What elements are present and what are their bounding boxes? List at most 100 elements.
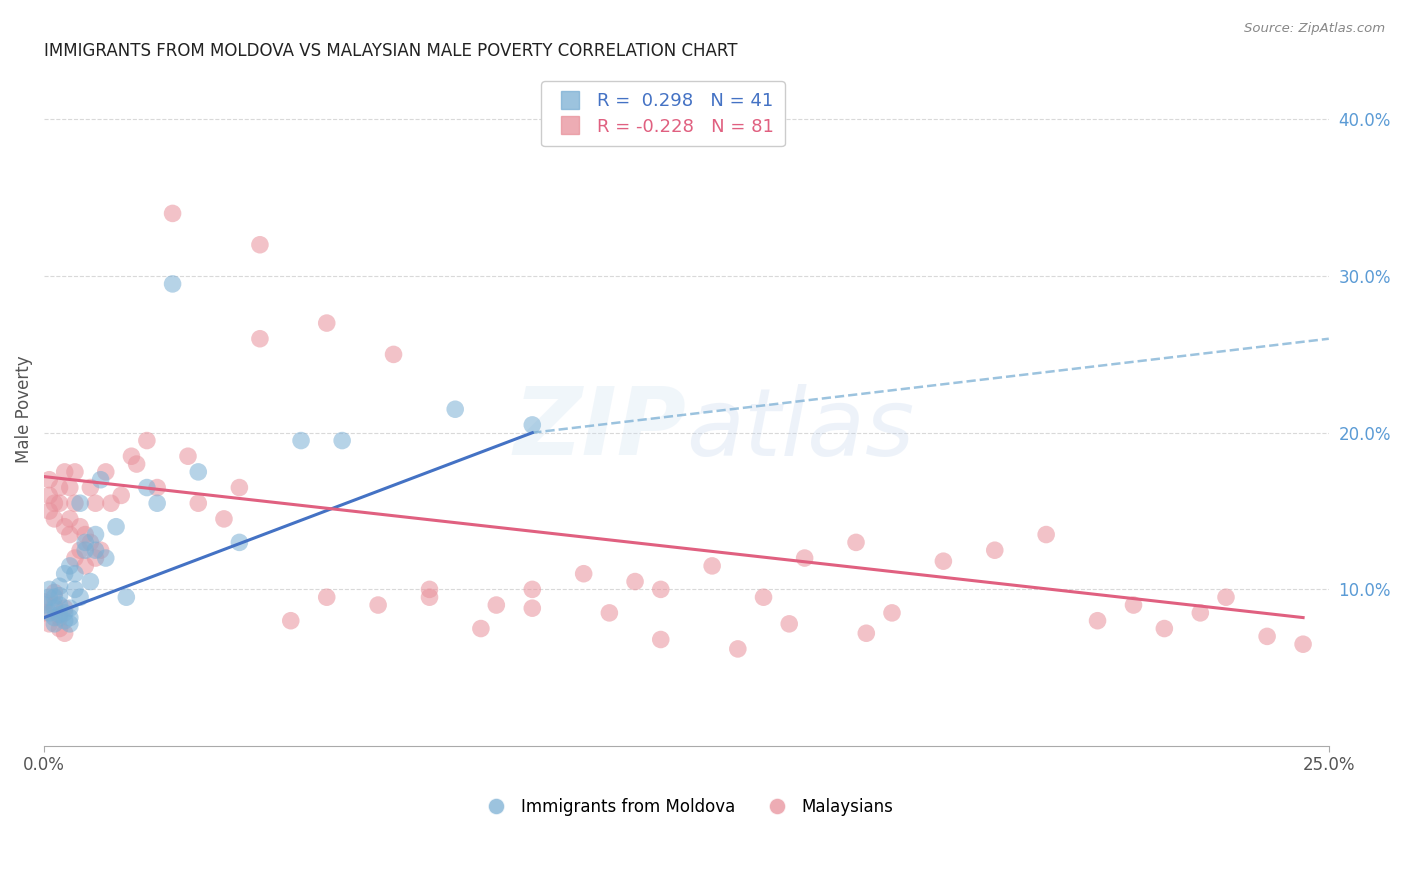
Point [485, 598, 508, 612]
Point [1153, 622, 1175, 636]
Point [121, 449, 143, 463]
Text: ZIP: ZIP [513, 384, 686, 475]
Point [59, 601, 82, 615]
Point [44, 598, 66, 612]
Point [90, 473, 112, 487]
Point [59, 558, 82, 573]
Point [38, 504, 60, 518]
Point [79, 481, 101, 495]
Point [53, 519, 76, 533]
Point [69, 591, 91, 605]
Point [38, 591, 60, 605]
Point [48, 610, 70, 624]
Point [105, 519, 128, 533]
Point [48, 607, 70, 622]
Point [700, 558, 723, 573]
Point [44, 610, 66, 624]
Point [1189, 606, 1212, 620]
Point [752, 591, 775, 605]
Text: IMMIGRANTS FROM MOLDOVA VS MALAYSIAN MALE POVERTY CORRELATION CHART: IMMIGRANTS FROM MOLDOVA VS MALAYSIAN MAL… [44, 42, 738, 60]
Point [53, 465, 76, 479]
Point [53, 606, 76, 620]
Point [778, 616, 800, 631]
Point [382, 347, 405, 361]
Point [53, 566, 76, 581]
Point [38, 582, 60, 597]
Point [650, 582, 672, 597]
Point [84, 527, 107, 541]
Point [44, 616, 66, 631]
Point [59, 527, 82, 541]
Point [48, 496, 70, 510]
Point [44, 591, 66, 605]
Point [63, 496, 86, 510]
Point [727, 641, 749, 656]
Point [32, 595, 55, 609]
Point [110, 488, 132, 502]
Point [187, 465, 209, 479]
Point [1256, 629, 1278, 643]
Point [470, 622, 492, 636]
Text: atlas: atlas [686, 384, 915, 475]
Y-axis label: Male Poverty: Male Poverty [15, 355, 32, 463]
Point [79, 535, 101, 549]
Point [38, 488, 60, 502]
Legend: Immigrants from Moldova, Malaysians: Immigrants from Moldova, Malaysians [472, 791, 900, 822]
Point [212, 512, 235, 526]
Point [280, 614, 302, 628]
Point [75, 527, 97, 541]
Text: Source: ZipAtlas.com: Source: ZipAtlas.com [1244, 22, 1385, 36]
Point [79, 574, 101, 589]
Point [162, 277, 184, 291]
Point [53, 614, 76, 628]
Point [228, 481, 250, 495]
Point [1215, 591, 1237, 605]
Point [855, 626, 877, 640]
Point [1035, 527, 1057, 541]
Point [146, 481, 169, 495]
Point [48, 481, 70, 495]
Point [48, 598, 70, 612]
Point [48, 589, 70, 603]
Point [125, 457, 148, 471]
Point [1122, 598, 1144, 612]
Point [63, 465, 86, 479]
Point [94, 551, 117, 566]
Point [522, 417, 544, 432]
Point [63, 582, 86, 597]
Point [63, 551, 86, 566]
Point [228, 535, 250, 549]
Point [53, 626, 76, 640]
Point [444, 402, 467, 417]
Point [249, 237, 271, 252]
Point [84, 551, 107, 566]
Point [48, 622, 70, 636]
Point [75, 535, 97, 549]
Point [75, 543, 97, 558]
Point [38, 616, 60, 631]
Point [418, 582, 440, 597]
Point [59, 616, 82, 631]
Point [624, 574, 647, 589]
Point [162, 206, 184, 220]
Point [53, 601, 76, 615]
Point [1292, 637, 1315, 651]
Point [115, 591, 138, 605]
Point [187, 496, 209, 510]
Point [84, 496, 107, 510]
Point [69, 519, 91, 533]
Point [290, 434, 312, 448]
Point [315, 316, 337, 330]
Point [1087, 614, 1109, 628]
Point [44, 585, 66, 599]
Point [44, 496, 66, 510]
Point [75, 558, 97, 573]
Point [44, 601, 66, 615]
Point [146, 496, 169, 510]
Point [177, 449, 200, 463]
Point [59, 481, 82, 495]
Point [249, 332, 271, 346]
Point [38, 606, 60, 620]
Point [32, 606, 55, 620]
Point [32, 598, 55, 612]
